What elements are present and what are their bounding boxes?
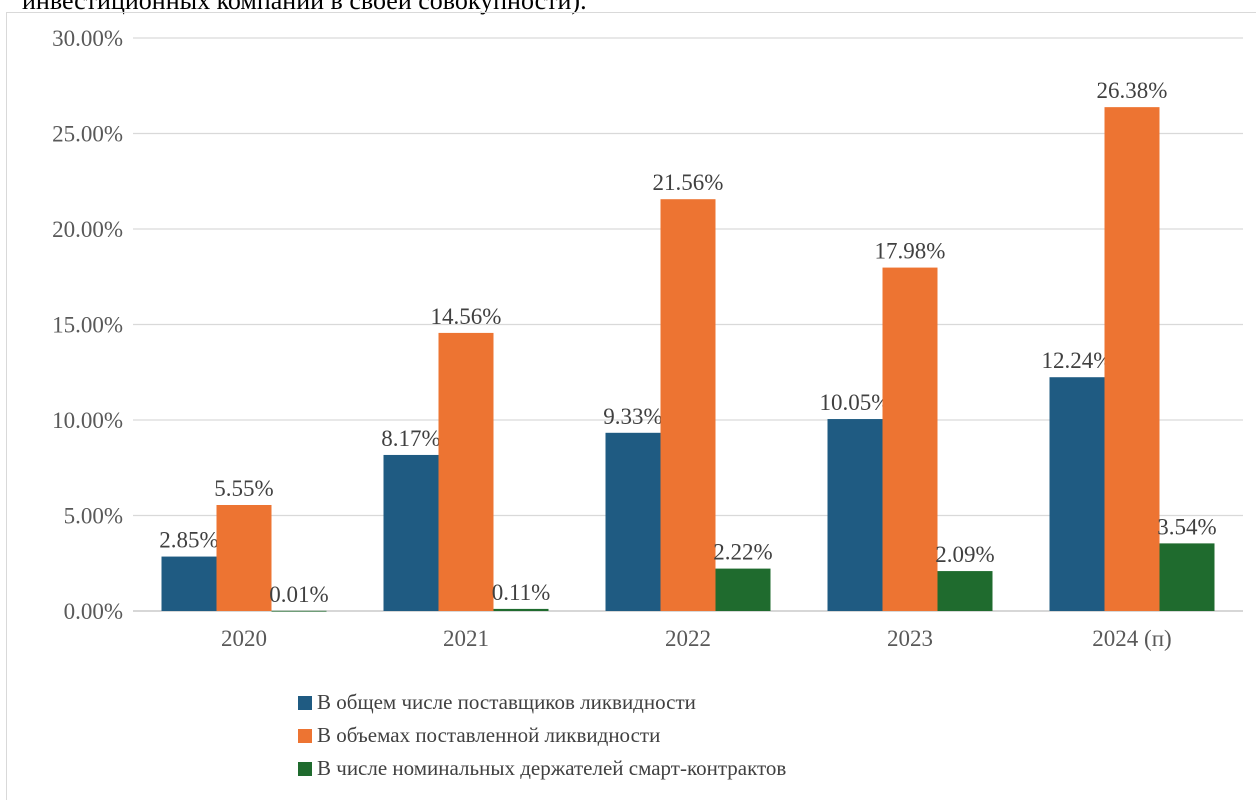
bar-2-2024 <box>1104 107 1160 611</box>
y-tick-label: 25.00% <box>52 122 123 147</box>
caption-text: инвестиционных компаний в своей совокупн… <box>22 0 587 15</box>
legend-item-3: В числе номинальных держателей смарт-кон… <box>298 752 786 785</box>
x-tick-label: 2024 (п) <box>1092 626 1171 651</box>
data-label: 12.24% <box>1042 348 1113 373</box>
data-label: 3.54% <box>1157 514 1216 539</box>
bar-1-2020 <box>161 556 217 611</box>
x-tick-label: 2023 <box>887 626 933 651</box>
y-tick-label: 5.00% <box>64 504 123 529</box>
x-tick-label: 2021 <box>443 626 489 651</box>
y-tick-label: 10.00% <box>52 408 123 433</box>
data-label: 26.38% <box>1097 78 1168 103</box>
data-label: 14.56% <box>431 304 502 329</box>
data-label: 21.56% <box>653 170 724 195</box>
legend-swatch-3 <box>298 761 312 776</box>
legend-label-1: В общем числе поставщиков ликвидности <box>317 690 696 714</box>
y-tick-label: 20.00% <box>52 217 123 242</box>
bar-3-2022 <box>715 568 771 611</box>
legend-label-3: В числе номинальных держателей смарт-кон… <box>317 756 787 780</box>
x-tick-label: 2020 <box>221 626 267 651</box>
data-label: 17.98% <box>875 239 946 264</box>
bar-1-2024 <box>1049 377 1105 611</box>
bar-3-2021 <box>493 608 549 611</box>
bar-1-2022 <box>605 432 661 611</box>
data-label: 9.33% <box>603 404 662 429</box>
chart-frame <box>6 12 1256 800</box>
bar-3-2020 <box>271 610 327 612</box>
data-label: 2.85% <box>159 528 218 553</box>
bar-2-2023 <box>882 267 938 611</box>
bar-2-2021 <box>438 332 494 611</box>
data-label: 2.09% <box>935 542 994 567</box>
y-tick-label: 15.00% <box>52 313 123 338</box>
legend-item-1: В общем числе поставщиков ликвидности <box>298 686 786 719</box>
legend-swatch-1 <box>298 695 312 710</box>
bar-3-2024 <box>1159 543 1215 611</box>
bar-2-2022 <box>660 199 716 612</box>
data-label: 0.11% <box>492 580 551 605</box>
data-label: 0.01% <box>269 582 328 607</box>
data-label: 5.55% <box>214 476 273 501</box>
data-label: 2.22% <box>713 540 772 565</box>
x-tick-label: 2022 <box>665 626 711 651</box>
bar-2-2020 <box>216 504 272 611</box>
data-label: 10.05% <box>820 390 891 415</box>
data-label: 8.17% <box>381 426 440 451</box>
legend: В общем числе поставщиков ликвидности В … <box>298 686 786 785</box>
y-tick-label: 0.00% <box>64 599 123 624</box>
bar-1-2023 <box>827 419 883 611</box>
bar-3-2023 <box>937 571 993 611</box>
legend-swatch-2 <box>298 728 312 743</box>
legend-label-2: В объемах поставленной ликвидности <box>317 723 661 747</box>
y-tick-label: 30.00% <box>52 26 123 51</box>
legend-item-2: В объемах поставленной ликвидности <box>298 719 786 752</box>
bar-1-2021 <box>383 454 439 611</box>
